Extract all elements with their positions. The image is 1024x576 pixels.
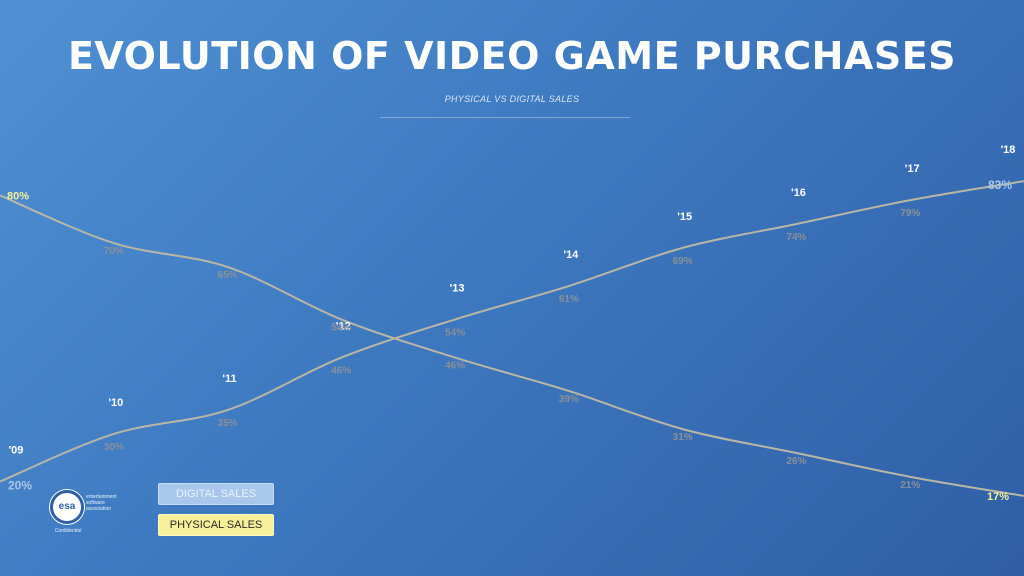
esa-logo-text: entertainment software association bbox=[86, 494, 160, 512]
legend-digital-sales[interactable]: DIGITAL SALES bbox=[158, 483, 274, 505]
chart-title: EVOLUTION OF VIDEO GAME PURCHASES bbox=[67, 34, 957, 78]
digital-value-label: 79% bbox=[900, 208, 920, 219]
year-label: '09 bbox=[9, 445, 24, 457]
year-label: '11 bbox=[222, 373, 236, 385]
year-label: '14 bbox=[563, 249, 579, 261]
physical-value-label: 54% bbox=[331, 322, 351, 333]
year-label: '12 bbox=[336, 321, 351, 333]
logo-line-3: association bbox=[86, 506, 112, 512]
digital-value-label: 61% bbox=[559, 294, 579, 305]
year-label: '15 bbox=[677, 211, 692, 223]
physical-value-label: 21% bbox=[900, 480, 920, 491]
digital-value-label: 20% bbox=[8, 479, 32, 493]
chart-subtitle: PHYSICAL VS DIGITAL SALES bbox=[444, 94, 580, 104]
subtitle-divider bbox=[380, 117, 630, 118]
year-label: '13 bbox=[450, 282, 465, 294]
physical-value-label: 80% bbox=[7, 190, 29, 202]
physical-value-label: 17% bbox=[987, 491, 1009, 503]
physical-value-label: 46% bbox=[445, 361, 465, 372]
physical-value-label: 26% bbox=[786, 456, 806, 467]
digital-value-label: 83% bbox=[988, 178, 1012, 192]
year-label: '18 bbox=[1001, 144, 1016, 156]
digital-value-label: 30% bbox=[104, 442, 124, 453]
series-line-digital bbox=[0, 180, 1024, 483]
logo-line-1: entertainment bbox=[86, 494, 117, 500]
year-label: '16 bbox=[791, 187, 806, 199]
logo-caption: Confidential bbox=[54, 528, 82, 534]
physical-value-label: 31% bbox=[673, 432, 693, 443]
esa-logo: esa entertainment software association C… bbox=[48, 490, 158, 540]
digital-value-label: 74% bbox=[786, 232, 806, 243]
physical-value-label: 65% bbox=[218, 270, 238, 281]
esa-logo-mark: esa bbox=[50, 490, 84, 524]
year-label: '10 bbox=[108, 397, 123, 409]
digital-value-label: 54% bbox=[445, 327, 465, 338]
physical-value-label: 70% bbox=[104, 246, 124, 257]
year-label: '17 bbox=[905, 163, 920, 175]
digital-value-label: 35% bbox=[218, 418, 238, 429]
series-line-physical bbox=[0, 194, 1024, 497]
logo-line-2: software bbox=[86, 500, 105, 506]
digital-value-label: 69% bbox=[673, 256, 693, 267]
legend-physical-sales[interactable]: PHYSICAL SALES bbox=[158, 514, 274, 536]
digital-value-label: 46% bbox=[331, 366, 351, 377]
physical-value-label: 39% bbox=[559, 394, 579, 405]
